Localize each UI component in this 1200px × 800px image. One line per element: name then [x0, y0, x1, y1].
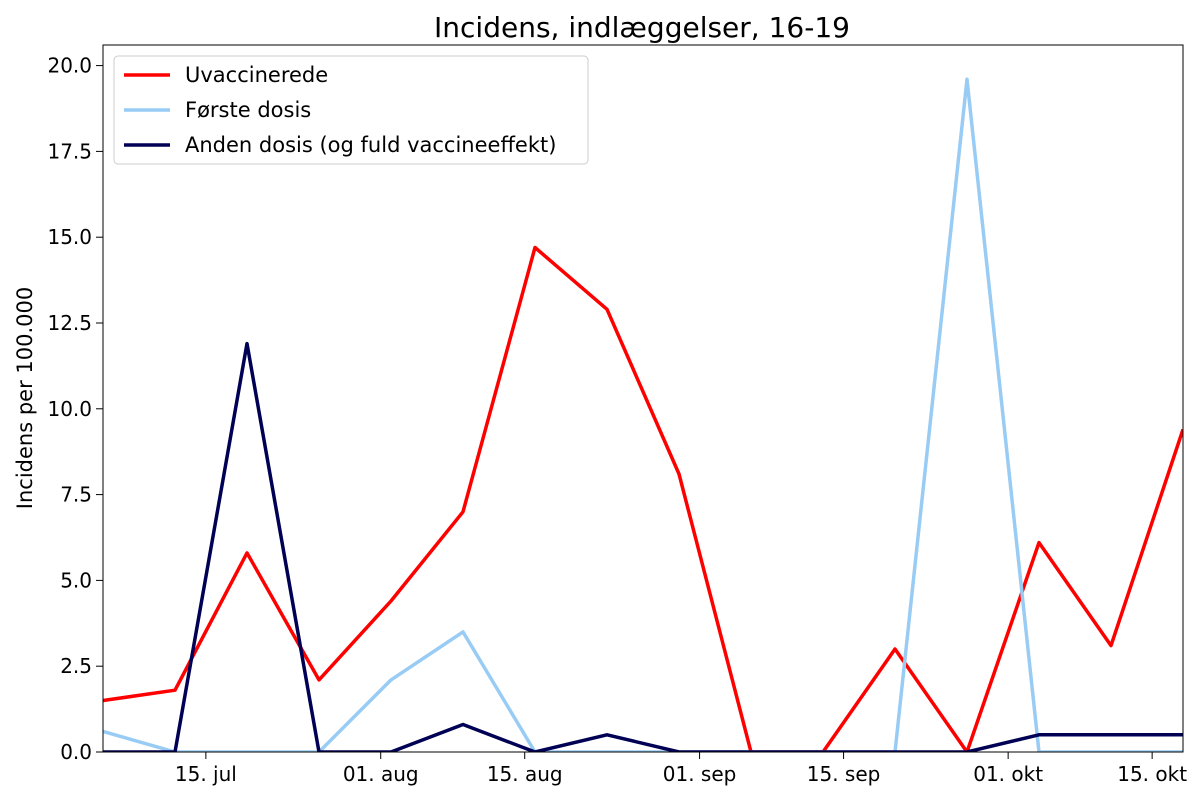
y-tick-label: 10.0	[47, 397, 92, 421]
x-tick-label: 15. okt	[1117, 762, 1187, 786]
x-tick-label: 15. jul	[175, 762, 237, 786]
legend-label-1: Uvaccinerede	[185, 63, 328, 87]
y-tick-label: 5.0	[60, 568, 92, 592]
chart-title: Incidens, indlæggelser, 16-19	[434, 11, 850, 44]
y-tick-label: 0.0	[60, 740, 92, 764]
y-tick-label: 20.0	[47, 54, 92, 78]
legend-label-3: Anden dosis (og fuld vaccineeffekt)	[185, 133, 556, 157]
axes: 0.0 2.5 5.0 7.5 10.0 12.5 15.0 17.5 20.0 15. jul 0…	[47, 44, 1187, 786]
series-line-3	[103, 341, 1183, 752]
y-tick-label: 7.5	[60, 483, 92, 507]
x-tick-label: 01. aug	[343, 762, 419, 786]
y-tick-label: 2.5	[60, 654, 92, 678]
y-tick-label: 12.5	[47, 311, 92, 335]
series-line-2	[103, 77, 1183, 752]
x-tick-label: 15. sep	[807, 762, 881, 786]
legend-label-2: Første dosis	[185, 98, 311, 122]
y-axis-label: Incidens per 100.000	[13, 287, 37, 509]
x-tick-label: 01. sep	[663, 762, 737, 786]
legend: Uvaccinerede Første dosis Anden dosis (og …	[113, 55, 589, 165]
plot-frame	[102, 44, 1184, 753]
x-tick-label: 15. aug	[487, 762, 563, 786]
series-layer	[103, 77, 1183, 752]
y-tick-label: 17.5	[47, 139, 92, 163]
y-tick-label: 15.0	[47, 225, 92, 249]
x-tick-label: 01. okt	[973, 762, 1043, 786]
series-line-1	[103, 245, 1183, 752]
legend-box	[113, 55, 589, 165]
plot-area	[103, 77, 1183, 752]
